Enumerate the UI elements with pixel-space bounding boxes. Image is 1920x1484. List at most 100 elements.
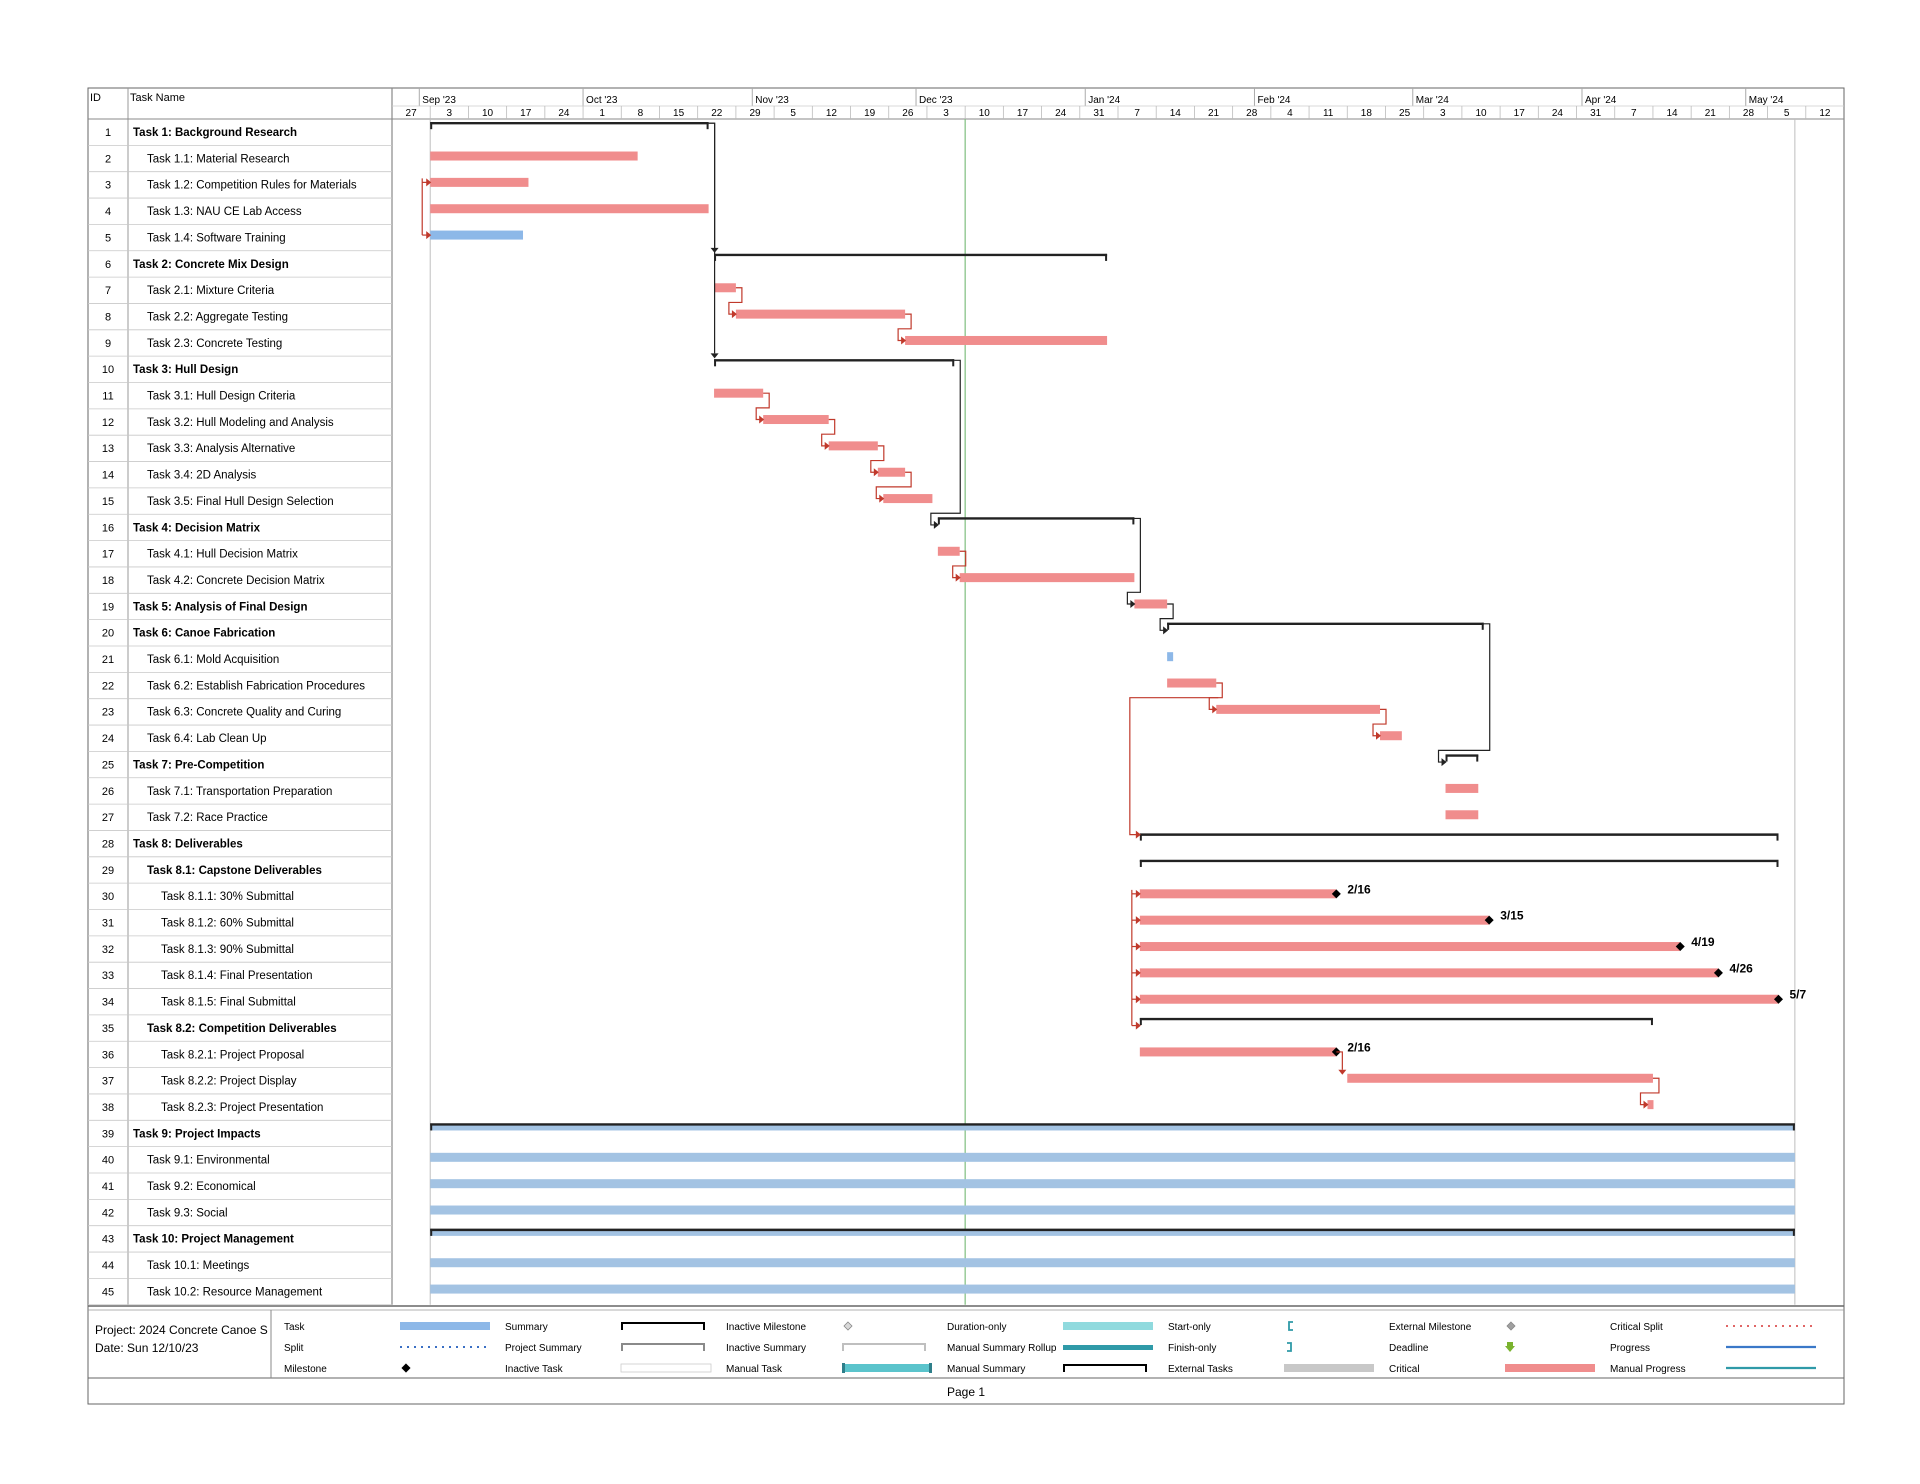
legend-label: Manual Task (726, 1364, 783, 1375)
week-label: 21 (1208, 108, 1220, 119)
task-row-id: 40 (102, 1155, 114, 1167)
task-bar (430, 230, 524, 240)
legend-label: Manual Summary (947, 1364, 1025, 1375)
task-row-id: 43 (102, 1234, 114, 1246)
week-label: 21 (1705, 108, 1717, 119)
start-link-arrow (1135, 995, 1141, 1004)
dependency-arrow (1376, 731, 1382, 740)
legend-label: External Milestone (1389, 1322, 1472, 1333)
legend-external-tasks-bar (1284, 1364, 1374, 1372)
dependency-link (1437, 623, 1491, 763)
task-row-name: Task 7.2: Race Practice (147, 812, 268, 824)
legend-label: Duration-only (947, 1322, 1006, 1333)
legend-swatch (1287, 1342, 1292, 1352)
task-row-id: 19 (102, 601, 114, 613)
page-number: Page 1 (947, 1385, 985, 1399)
column-header-id: ID (90, 92, 101, 104)
week-label: 24 (1055, 108, 1067, 119)
start-link-arrow (1135, 889, 1141, 898)
task-row-name: Task 8.1.2: 60% Submittal (161, 918, 294, 930)
week-label: 26 (902, 108, 914, 119)
dependency-arrow (1338, 1069, 1347, 1075)
week-label: 18 (1361, 108, 1373, 119)
task-row-name: Task 4: Decision Matrix (133, 522, 261, 534)
legend-label: Deadline (1389, 1343, 1429, 1354)
month-label: Apr '24 (1585, 95, 1617, 106)
critical-task-bar (1139, 994, 1779, 1004)
task-row-name: Task 2.2: Aggregate Testing (147, 311, 288, 323)
task-row-id: 34 (102, 997, 114, 1009)
task-row-id: 7 (105, 285, 111, 297)
legend-critical-bar (1505, 1364, 1595, 1372)
week-label: 31 (1093, 108, 1105, 119)
start-link-arrow (426, 231, 432, 240)
week-label: 28 (1743, 108, 1755, 119)
task-row-name: Task 6.4: Lab Clean Up (147, 733, 267, 745)
task-row-id: 42 (102, 1207, 114, 1219)
summary-rollup-bar (430, 1125, 1795, 1131)
legend-inactive-milestone-diamond (843, 1321, 853, 1331)
task-row-id: 5 (105, 232, 111, 244)
week-label: 25 (1399, 108, 1411, 119)
task-row-name: Task 9.2: Economical (147, 1181, 256, 1193)
timescale: Sep '23 Oct '23 Nov '23 Dec '23 Jan '24 Feb '… (392, 88, 1844, 119)
week-label: 27 (406, 108, 418, 119)
dependency-link (755, 392, 770, 421)
legend-label: Manual Summary Rollup (947, 1343, 1057, 1354)
legend-project-summary-bracket (621, 1343, 705, 1351)
legend-swatch (620, 1363, 712, 1373)
start-link-arrow (1135, 1021, 1141, 1030)
task-row-id: 35 (102, 1023, 114, 1035)
task-row-name: Task 7: Pre-Competition (133, 759, 264, 771)
task-row-name: Task 8.1.1: 30% Submittal (161, 891, 294, 903)
legend-swatch (400, 1322, 490, 1330)
legend-label: Manual Progress (1610, 1364, 1686, 1375)
task-bar (430, 1258, 1795, 1268)
task-row-id: 13 (102, 443, 114, 455)
critical-task-bar (763, 415, 829, 425)
week-label: 28 (1246, 108, 1258, 119)
week-label: 12 (826, 108, 838, 119)
task-row-name: Task 9.1: Environmental (147, 1155, 270, 1167)
critical-task-bar (714, 283, 736, 293)
task-row-id: 39 (102, 1128, 114, 1140)
task-row-id: 16 (102, 522, 114, 534)
critical-task-bar (1347, 1073, 1653, 1083)
legend-swatch (1506, 1321, 1516, 1331)
critical-task-bar (430, 177, 529, 187)
task-row-name: Task 4.1: Hull Decision Matrix (147, 549, 298, 561)
critical-task-bar (430, 204, 709, 214)
task-row-name: Task 9: Project Impacts (133, 1128, 261, 1140)
bars-layer: 2/16 3/15 4/19 4/26 5/7 2/16 (430, 121, 1807, 1294)
task-row-id: 2 (105, 153, 111, 165)
legend-summary-bracket (621, 1322, 705, 1330)
legend-inactive-task-bar (620, 1363, 712, 1373)
week-label: 1 (599, 108, 605, 119)
dependency-arrow (873, 468, 879, 477)
critical-task-bar (1445, 810, 1479, 820)
week-label: 8 (638, 108, 644, 119)
critical-task-bar (937, 546, 960, 556)
week-label: 22 (711, 108, 723, 119)
task-row-name: Task 10: Project Management (133, 1234, 294, 1246)
critical-task-bar (959, 573, 1135, 583)
dependency-arrow (1212, 705, 1218, 714)
dependency-arrow (710, 353, 719, 359)
task-row-id: 31 (102, 918, 114, 930)
task-row-name: Task 9.3: Social (147, 1207, 228, 1219)
task-row-id: 32 (102, 944, 114, 956)
task-row-id: 24 (102, 733, 114, 745)
week-label: 5 (790, 108, 796, 119)
summary-rollup-bar (430, 1230, 1795, 1236)
task-row-name: Task 6.2: Establish Fabrication Procedur… (147, 680, 365, 692)
critical-task-bar (1139, 968, 1719, 978)
week-label: 7 (1631, 108, 1637, 119)
milestone-label: 2/16 (1347, 1040, 1371, 1054)
task-row-id: 21 (102, 654, 114, 666)
milestone-diamond (1773, 994, 1783, 1004)
legend-label: Inactive Milestone (726, 1322, 806, 1333)
week-label: 5 (1784, 108, 1790, 119)
task-row-name: Task 8: Deliverables (133, 838, 243, 850)
month-label: Mar '24 (1416, 95, 1449, 106)
